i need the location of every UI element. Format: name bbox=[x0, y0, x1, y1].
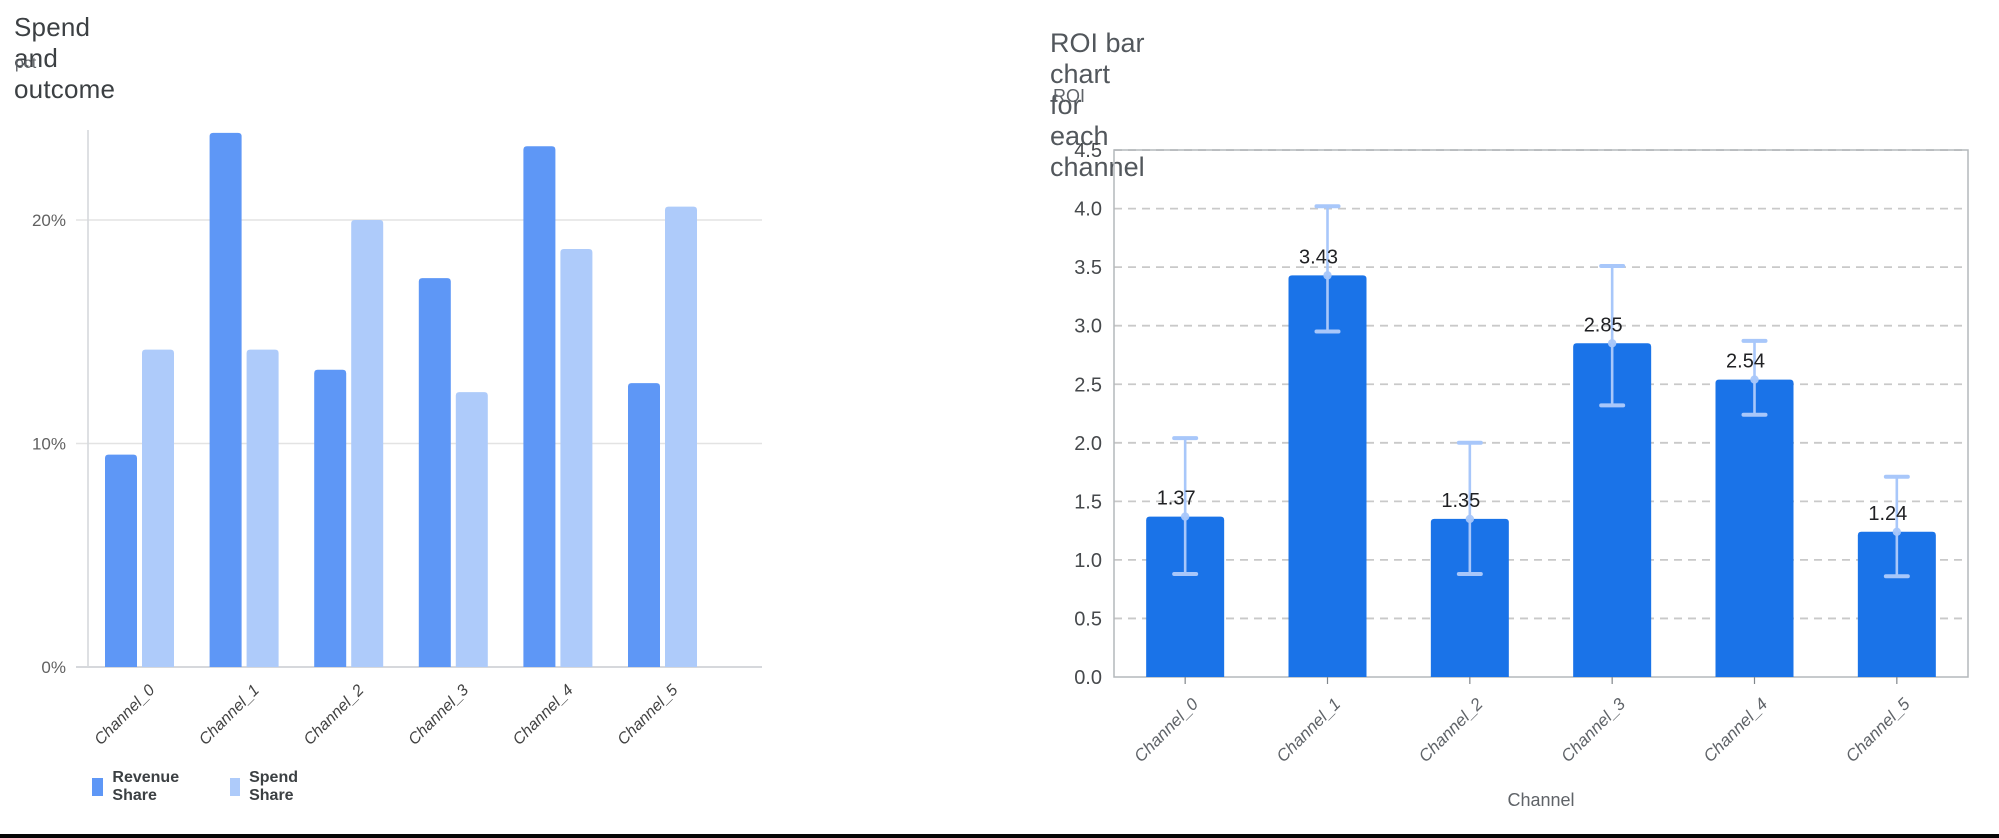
error-bar-marker-channel-4 bbox=[1750, 375, 1759, 384]
bar-roi-channel-2[interactable] bbox=[1430, 518, 1509, 677]
value-label-channel-5: 1.24 bbox=[1868, 503, 1907, 525]
channel-axis-label: Channel bbox=[1507, 790, 1575, 810]
value-label-channel-1: 3.43 bbox=[1299, 246, 1338, 268]
bar-revenue-share-channel-3[interactable] bbox=[418, 278, 451, 667]
bar-roi-channel-4[interactable] bbox=[1715, 379, 1794, 677]
y-tick-label-1.5: 1.5 bbox=[1074, 491, 1102, 513]
y-tick-label-10%: 10% bbox=[32, 435, 66, 454]
x-tick-label-channel-2: Channel_2 bbox=[301, 682, 368, 749]
bar-spend-share-channel-3[interactable] bbox=[455, 392, 488, 667]
legend-label-spend-share: Spend Share bbox=[249, 769, 298, 804]
bar-spend-share-channel-1[interactable] bbox=[246, 349, 279, 667]
bar-revenue-share-channel-5[interactable] bbox=[628, 383, 660, 667]
x-tick-label-channel-5: Channel_5 bbox=[1842, 694, 1914, 766]
value-label-channel-4: 2.54 bbox=[1726, 351, 1765, 373]
y-tick-label-0%: 0% bbox=[41, 658, 66, 677]
bar-revenue-share-channel-2[interactable] bbox=[314, 369, 347, 667]
error-bar-marker-channel-3 bbox=[1607, 339, 1617, 348]
y-tick-label-0.0: 0.0 bbox=[1074, 667, 1102, 689]
x-tick-label-channel-5: Channel_5 bbox=[615, 682, 682, 749]
y-tick-label-3.5: 3.5 bbox=[1074, 257, 1102, 279]
y-tick-label-2.5: 2.5 bbox=[1074, 374, 1102, 396]
bar-revenue-share-channel-0[interactable] bbox=[105, 454, 137, 667]
roi-title: ROI bar chart for each channel bbox=[1050, 28, 1145, 182]
spend-outcome-plot: 0% 10% 20% Channel_0 Channel_1 Channel_2 Chann… bbox=[32, 130, 762, 749]
bar-roi-channel-3[interactable] bbox=[1573, 343, 1652, 677]
value-label-channel-0: 1.37 bbox=[1157, 488, 1196, 510]
x-tick-label-channel-1: Channel_1 bbox=[196, 682, 263, 749]
roi-plot: 0.0 0.5 1.0 1.5 2.0 2.5 3.0 3.5 4.0 4.5 1.37 Channe… bbox=[1074, 140, 1969, 766]
error-bar-marker-channel-0 bbox=[1180, 512, 1190, 521]
bar-spend-share-channel-5[interactable] bbox=[665, 206, 697, 667]
value-label-channel-3: 2.85 bbox=[1584, 314, 1623, 336]
x-tick-label-channel-4: Channel_4 bbox=[510, 682, 577, 749]
spend-share-swatch bbox=[229, 778, 241, 796]
legend: Revenue Share Spend Share bbox=[92, 769, 306, 805]
bar-revenue-share-channel-4[interactable] bbox=[523, 146, 556, 667]
bar-roi-channel-1[interactable] bbox=[1288, 275, 1367, 677]
bar-revenue-share-channel-1[interactable] bbox=[209, 132, 242, 667]
bar-spend-share-channel-2[interactable] bbox=[351, 220, 384, 667]
y-tick-label-2.0: 2.0 bbox=[1074, 433, 1102, 455]
roi-axis-label: ROI bbox=[1053, 86, 1086, 106]
error-bar-marker-channel-2 bbox=[1465, 514, 1475, 524]
value-label-channel-2: 1.35 bbox=[1441, 490, 1480, 512]
y-tick-label-0.5: 0.5 bbox=[1074, 608, 1102, 630]
x-tick-label-channel-3: Channel_3 bbox=[405, 682, 472, 749]
legend-item-revenue-share[interactable]: Revenue Share bbox=[92, 769, 186, 805]
revenue-share-swatch bbox=[92, 778, 104, 796]
x-tick-label-channel-1: Channel_1 bbox=[1273, 694, 1345, 766]
y-tick-label-20%: 20% bbox=[32, 211, 66, 230]
y-tick-label-3.0: 3.0 bbox=[1074, 316, 1102, 338]
plot-border bbox=[1113, 149, 1969, 678]
x-tick-label-channel-3: Channel_3 bbox=[1557, 694, 1629, 766]
bar-spend-share-channel-4[interactable] bbox=[560, 249, 593, 667]
legend-label-revenue-share: Revenue Share bbox=[112, 769, 180, 804]
y-tick-label-4.5: 4.5 bbox=[1074, 140, 1102, 162]
bar-roi-channel-0[interactable] bbox=[1146, 516, 1225, 677]
legend-item-spend-share[interactable]: Spend Share bbox=[229, 769, 306, 805]
bar-roi-channel-5[interactable] bbox=[1857, 531, 1936, 677]
x-tick-label-channel-4: Channel_4 bbox=[1700, 694, 1772, 766]
x-tick-label-channel-2: Channel_2 bbox=[1415, 694, 1487, 766]
y-tick-label-1.0: 1.0 bbox=[1074, 550, 1102, 572]
bar-spend-share-channel-0[interactable] bbox=[142, 349, 174, 667]
window-bottom-border bbox=[0, 834, 1999, 838]
error-bar-marker-channel-5 bbox=[1892, 527, 1902, 536]
spend-outcome-title: Spend and outcome bbox=[14, 12, 116, 104]
x-tick-label-channel-0: Channel_0 bbox=[92, 682, 159, 749]
y-tick-label-4.0: 4.0 bbox=[1074, 199, 1102, 221]
error-bar-marker-channel-1 bbox=[1323, 271, 1332, 280]
x-tick-label-channel-0: Channel_0 bbox=[1130, 694, 1202, 766]
pct-axis-label: pct bbox=[15, 55, 37, 72]
